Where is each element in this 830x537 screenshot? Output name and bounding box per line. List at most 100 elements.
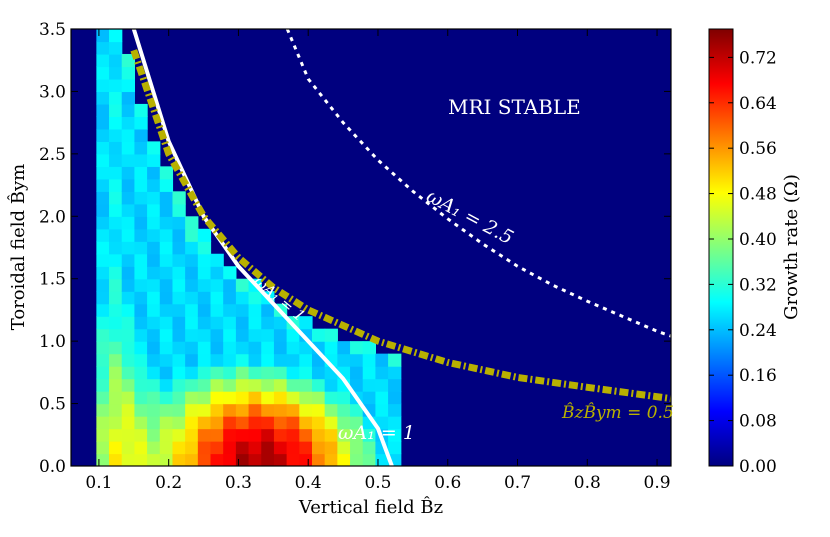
heatmap-cell bbox=[121, 428, 136, 442]
curve-omega-2-5 bbox=[285, 29, 671, 338]
heatmap-cell bbox=[197, 341, 212, 355]
heatmap-cell bbox=[311, 403, 326, 417]
heatmap-cell bbox=[210, 316, 224, 330]
heatmap-cell bbox=[96, 103, 110, 117]
heatmap-cell bbox=[121, 128, 136, 142]
heatmap-cell bbox=[261, 416, 275, 430]
heatmap-cell bbox=[362, 366, 377, 380]
heatmap-cell bbox=[159, 391, 174, 405]
heatmap-cell bbox=[121, 378, 136, 392]
heatmap-cell bbox=[286, 453, 300, 466]
heatmap-cell bbox=[261, 303, 275, 317]
y-tick-label: 0.5 bbox=[39, 395, 66, 415]
heatmap-cell bbox=[172, 353, 186, 367]
heatmap-cell bbox=[96, 391, 110, 405]
heatmap-cell bbox=[337, 391, 351, 405]
heatmap-cell bbox=[248, 353, 262, 367]
heatmap-cell bbox=[172, 391, 186, 405]
heatmap-cell bbox=[121, 403, 136, 417]
heatmap-cell bbox=[134, 316, 148, 330]
heatmap-cell bbox=[96, 441, 110, 455]
heatmap-cell bbox=[159, 303, 174, 317]
heatmap-cell bbox=[109, 153, 123, 167]
heatmap-cell bbox=[273, 366, 288, 380]
heatmap-cell bbox=[299, 453, 313, 466]
heatmap-cell bbox=[248, 453, 262, 466]
heatmap-cell bbox=[375, 378, 389, 392]
heatmap-cell bbox=[261, 453, 275, 466]
heatmap-cell bbox=[109, 141, 123, 155]
heatmap-cell bbox=[311, 391, 326, 405]
heatmap-cell bbox=[109, 78, 123, 93]
heatmap-cell bbox=[197, 291, 212, 305]
heatmap-cell bbox=[147, 153, 161, 167]
heatmap-cell bbox=[109, 441, 123, 455]
stable-region-label: MRI STABLE bbox=[448, 95, 581, 119]
heatmap-cell bbox=[147, 291, 161, 305]
heatmap-cell bbox=[147, 328, 161, 342]
heatmap-cell bbox=[235, 303, 250, 317]
heatmap-cell bbox=[96, 453, 110, 466]
heatmap-cell bbox=[324, 403, 338, 417]
heatmap-cell bbox=[324, 378, 338, 392]
heatmap-cell bbox=[172, 366, 186, 380]
heatmap-cell bbox=[172, 416, 186, 430]
heatmap-cell bbox=[261, 428, 275, 442]
heatmap-cell bbox=[121, 141, 136, 155]
heatmap-cell bbox=[210, 453, 224, 466]
heatmap-cell bbox=[121, 416, 136, 430]
heatmap-cell bbox=[350, 453, 364, 466]
colorbar-tick-label: 0.56 bbox=[739, 139, 777, 159]
heatmap-cell bbox=[96, 291, 110, 305]
heatmap-cell bbox=[147, 353, 161, 367]
heatmap-cell bbox=[223, 303, 237, 317]
heatmap-cell bbox=[375, 353, 389, 367]
heatmap-cell bbox=[147, 253, 161, 267]
heatmap-cell bbox=[324, 416, 338, 430]
heatmap-cell bbox=[350, 378, 364, 392]
heatmap-cell bbox=[121, 53, 136, 68]
heatmap-cell bbox=[299, 403, 313, 417]
heatmap-cell bbox=[210, 328, 224, 342]
heatmap-cell bbox=[109, 353, 123, 367]
heatmap-cell bbox=[159, 366, 174, 380]
overlay-curves bbox=[130, 29, 671, 466]
heatmap-cell bbox=[185, 391, 199, 405]
heatmap-cell bbox=[197, 353, 212, 367]
heatmap-cell bbox=[172, 403, 186, 417]
heatmap-cell bbox=[96, 191, 110, 205]
heatmap-cell bbox=[223, 403, 237, 417]
heatmap-cell bbox=[172, 191, 186, 205]
heatmap-cell bbox=[273, 441, 288, 455]
heatmap-cell bbox=[109, 266, 123, 280]
heatmap-cell bbox=[96, 153, 110, 167]
heatmap-cell bbox=[109, 203, 123, 217]
colorbar-label: Growth rate (Ω) bbox=[781, 174, 802, 320]
heatmap-cell bbox=[109, 53, 123, 68]
curve-omega-1 bbox=[131, 29, 394, 466]
heatmap-cell bbox=[350, 441, 364, 455]
curve-product-0-5 bbox=[130, 49, 671, 403]
heatmap-cell bbox=[121, 366, 136, 380]
heatmap-cell bbox=[388, 441, 402, 455]
heatmap-cell bbox=[210, 303, 224, 317]
heatmap-cell bbox=[121, 291, 136, 305]
heatmap-cell bbox=[273, 391, 288, 405]
heatmap-cell bbox=[299, 441, 313, 455]
heatmap-cell bbox=[261, 328, 275, 342]
heatmap-cell bbox=[96, 328, 110, 342]
x-tick-label: 0.8 bbox=[574, 473, 601, 493]
heatmap-cell bbox=[134, 441, 148, 455]
heatmap-cell bbox=[197, 416, 212, 430]
heatmap-cell bbox=[248, 391, 262, 405]
heatmap-cell bbox=[375, 453, 389, 466]
heatmap-cell bbox=[134, 391, 148, 405]
heatmap-cell bbox=[261, 353, 275, 367]
heatmap-cell bbox=[362, 341, 377, 355]
heatmap-cell bbox=[185, 366, 199, 380]
heatmap-cell bbox=[96, 353, 110, 367]
x-tick-label: 0.6 bbox=[434, 473, 461, 493]
heatmap-cell bbox=[388, 353, 402, 367]
heatmap-cell bbox=[197, 328, 212, 342]
